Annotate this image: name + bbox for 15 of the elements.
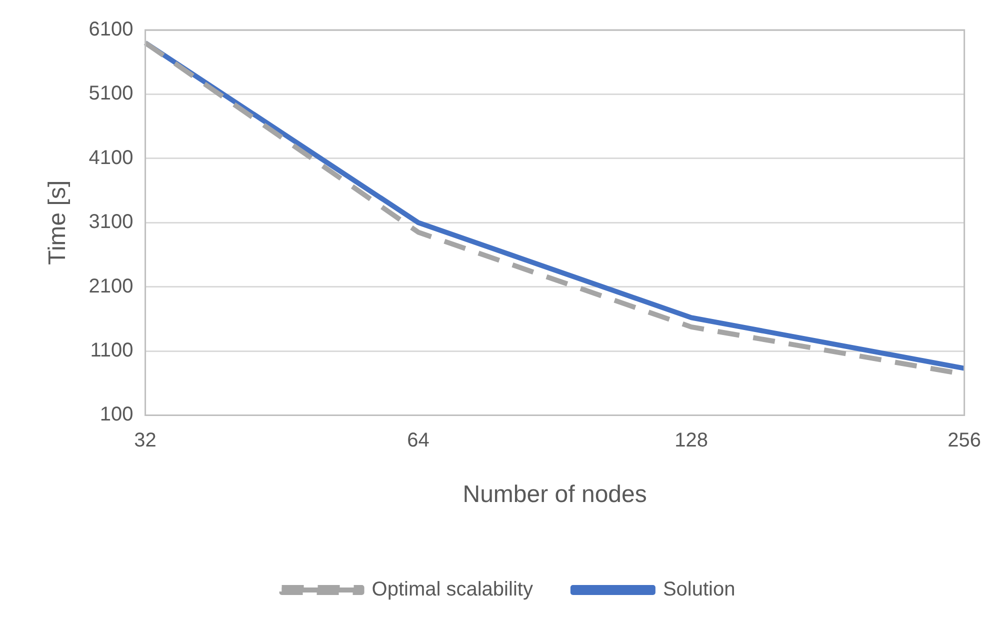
y-axis-title: Time [s] bbox=[44, 180, 72, 265]
x-tick-label: 32 bbox=[134, 430, 156, 452]
y-tick-label: 4100 bbox=[88, 146, 134, 169]
x-axis-title: Number of nodes bbox=[462, 481, 647, 508]
y-tick-label: 5100 bbox=[88, 82, 134, 105]
x-tick-label: 128 bbox=[674, 430, 708, 452]
legend-label: Solution bbox=[662, 578, 736, 601]
x-tick-label: 64 bbox=[407, 430, 430, 452]
y-tick-label: 6100 bbox=[88, 18, 134, 41]
y-tick-label: 1100 bbox=[90, 340, 134, 362]
y-tick-label: 100 bbox=[100, 404, 134, 426]
y-tick-label: 2100 bbox=[88, 275, 134, 298]
legend-label: Optimal scalability bbox=[372, 578, 533, 601]
y-tick-label: 3100 bbox=[88, 211, 134, 234]
x-tick-label: 256 bbox=[948, 430, 982, 452]
